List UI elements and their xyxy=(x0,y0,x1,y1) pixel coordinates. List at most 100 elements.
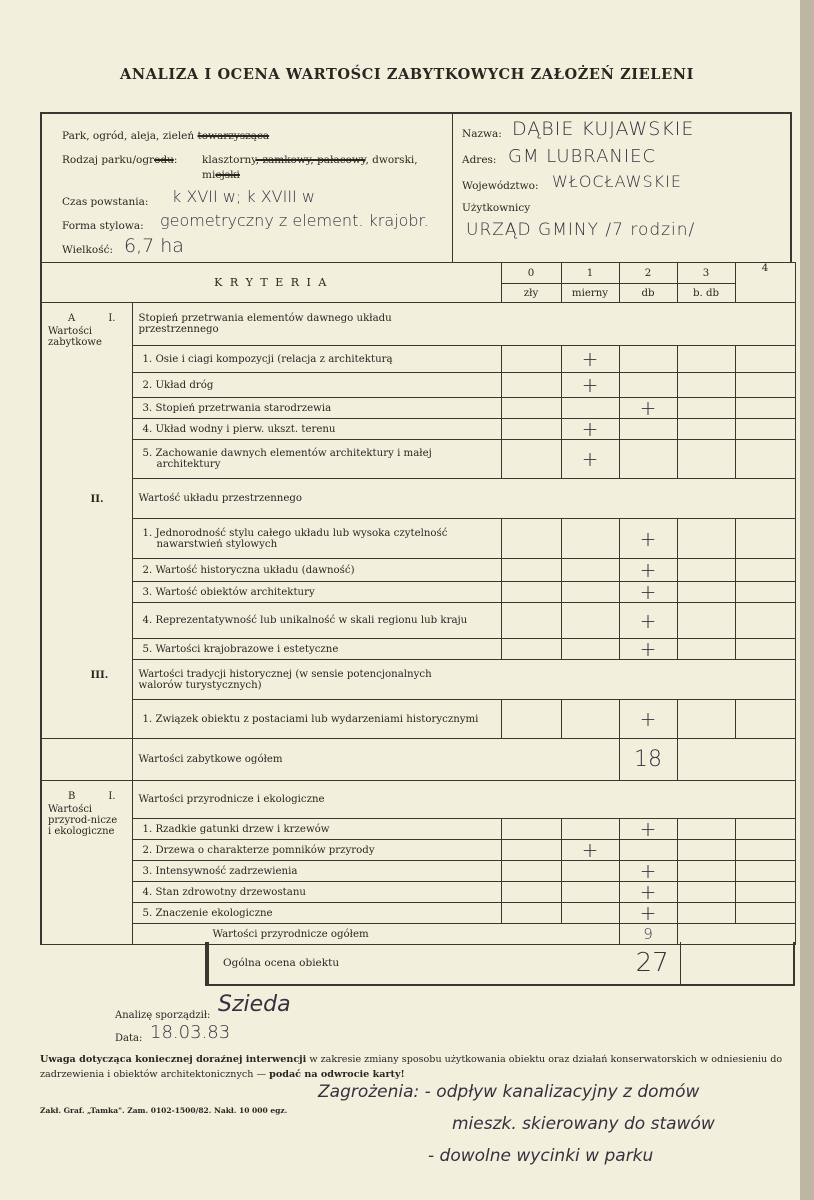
score-cell-2[interactable]: + xyxy=(618,558,678,582)
score-cell-0[interactable] xyxy=(500,881,562,903)
score-cell-1[interactable] xyxy=(560,818,620,840)
score-number-2: 2 xyxy=(618,262,678,284)
score-cell-4[interactable] xyxy=(734,558,796,582)
score-cell-0[interactable] xyxy=(500,902,562,924)
score-cell-3[interactable] xyxy=(676,581,736,603)
criterion-row: 2. Drzewa o charakterze pomników przyrod… xyxy=(41,839,796,861)
wojewodztwo-value: WŁOCŁAWSKIE xyxy=(552,172,682,191)
score-cell-2[interactable] xyxy=(618,345,678,373)
nazwa-label: Nazwa: xyxy=(462,128,502,140)
score-cell-4[interactable] xyxy=(734,439,796,479)
score-cell-2[interactable] xyxy=(618,839,678,861)
score-cell-4[interactable] xyxy=(734,345,796,373)
score-cell-1[interactable] xyxy=(560,558,620,582)
score-cell-0[interactable] xyxy=(500,818,562,840)
score-cell-0[interactable] xyxy=(500,839,562,861)
score-cell-0[interactable] xyxy=(500,439,562,479)
score-cell-1[interactable] xyxy=(560,581,620,603)
score-cell-3[interactable] xyxy=(676,818,736,840)
score-cell-2[interactable]: + xyxy=(618,881,678,903)
score-cell-3[interactable] xyxy=(676,439,736,479)
criterion-text: 4. Reprezentatywność lub unikalność w sk… xyxy=(142,615,468,626)
criterion-text: 3. Intensywność zadrzewienia xyxy=(142,865,298,877)
score-cell-2[interactable]: + xyxy=(618,602,678,639)
score-cell-0[interactable] xyxy=(500,418,562,440)
criterion-text: 1. Związek obiektu z postaciami lub wyda… xyxy=(142,713,479,725)
section-b-label: B I. Wartości przyrod-nicze i ekologiczne xyxy=(40,780,133,945)
score-cell-3[interactable] xyxy=(676,397,736,419)
score-cell-0[interactable] xyxy=(500,638,562,660)
score-cell-1[interactable] xyxy=(560,397,620,419)
score-cell-1[interactable]: + xyxy=(560,839,620,861)
score-cell-2[interactable]: + xyxy=(618,860,678,882)
score-cell-1[interactable]: + xyxy=(560,345,620,373)
score-cell-4[interactable] xyxy=(734,818,796,840)
score-cell-2[interactable] xyxy=(618,418,678,440)
score-cell-0[interactable] xyxy=(500,397,562,419)
score-cell-3[interactable] xyxy=(676,518,736,559)
score-cell-2[interactable]: + xyxy=(618,581,678,603)
score-cell-2[interactable]: + xyxy=(618,902,678,924)
criterion-label: 4. Stan zdrowotny drzewostanu xyxy=(131,881,502,903)
kryteria-header: K R Y T E R I A xyxy=(40,262,502,303)
score-cell-2[interactable]: + xyxy=(618,699,678,739)
score-cell-2[interactable]: + xyxy=(618,518,678,559)
score-cell-2[interactable]: + xyxy=(618,818,678,840)
score-cell-4[interactable] xyxy=(734,518,796,559)
score-cell-1[interactable]: + xyxy=(560,372,620,398)
score-cell-2[interactable] xyxy=(618,439,678,479)
score-cell-4[interactable] xyxy=(734,839,796,861)
group-title: II. Wartość układu przestrzennego xyxy=(91,478,796,519)
score-label-2: db xyxy=(618,283,678,303)
score-cell-3[interactable] xyxy=(676,860,736,882)
criterion-row: 2. Układ dróg + xyxy=(41,372,796,398)
score-cell-0[interactable] xyxy=(500,581,562,603)
score-cell-3[interactable] xyxy=(676,881,736,903)
score-cell-3[interactable] xyxy=(676,602,736,639)
score-cell-2[interactable]: + xyxy=(618,397,678,419)
score-cell-0[interactable] xyxy=(500,699,562,739)
score-cell-2[interactable] xyxy=(618,372,678,398)
score-cell-4[interactable] xyxy=(734,397,796,419)
score-cell-3[interactable] xyxy=(676,418,736,440)
score-cell-3[interactable] xyxy=(676,638,736,660)
score-cell-1[interactable] xyxy=(560,699,620,739)
score-cell-4[interactable] xyxy=(734,699,796,739)
score-cell-1[interactable] xyxy=(560,860,620,882)
criterion-label: 2. Układ dróg xyxy=(131,372,502,398)
score-cell-1[interactable]: + xyxy=(560,439,620,479)
score-cell-3[interactable] xyxy=(676,902,736,924)
criterion-row: 3. Stopień przetrwania starodrzewia + xyxy=(41,397,796,419)
score-cell-2[interactable]: + xyxy=(618,638,678,660)
score-cell-4[interactable] xyxy=(734,860,796,882)
score-cell-3[interactable] xyxy=(676,699,736,739)
score-cell-1[interactable] xyxy=(560,518,620,559)
score-cell-1[interactable] xyxy=(560,902,620,924)
score-cell-1[interactable] xyxy=(560,638,620,660)
score-cell-4[interactable] xyxy=(734,372,796,398)
score-cell-4[interactable] xyxy=(734,902,796,924)
group-title-text: Stopień przetrwania elementów dawnego uk… xyxy=(138,313,392,335)
score-cell-4[interactable] xyxy=(734,581,796,603)
score-cell-4[interactable] xyxy=(734,602,796,639)
score-cell-0[interactable] xyxy=(500,602,562,639)
score-cell-3[interactable] xyxy=(676,345,736,373)
score-cell-0[interactable] xyxy=(500,860,562,882)
score-cell-0[interactable] xyxy=(500,558,562,582)
rodzaj-options-2: miejski xyxy=(202,169,240,181)
score-cell-1[interactable] xyxy=(560,881,620,903)
score-cell-3[interactable] xyxy=(676,839,736,861)
score-cell-0[interactable] xyxy=(500,518,562,559)
score-cell-4[interactable] xyxy=(734,638,796,660)
score-cell-1[interactable] xyxy=(560,602,620,639)
wielkosc-label: Wielkość: xyxy=(62,244,114,256)
score-cell-3[interactable] xyxy=(676,558,736,582)
score-cell-4[interactable] xyxy=(734,881,796,903)
score-cell-1[interactable]: + xyxy=(560,418,620,440)
score-cell-0[interactable] xyxy=(500,372,562,398)
score-cell-0[interactable] xyxy=(500,345,562,373)
czas-value: k XVII w; k XVIII w xyxy=(172,187,315,206)
score-cell-4[interactable] xyxy=(734,418,796,440)
score-cell-3[interactable] xyxy=(676,372,736,398)
